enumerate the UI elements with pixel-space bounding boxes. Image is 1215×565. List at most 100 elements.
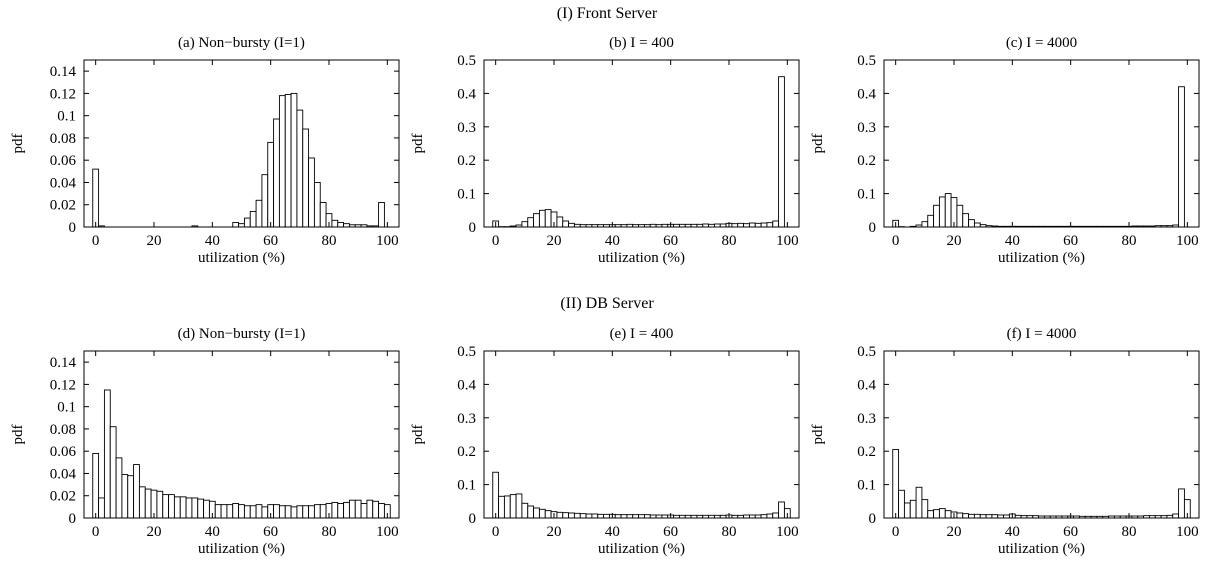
- bar-d-4: [103, 389, 111, 519]
- bar-e-42: [614, 514, 622, 519]
- y-tick-label-e-2: 0.2: [457, 444, 476, 460]
- bar-c-28: [973, 222, 981, 228]
- x-axis-label-c: utilization (%): [998, 250, 1085, 266]
- panel-a: (a) Non−bursty (I=1) 0 20 40 60 80 100 0 0.02 0.0…: [10, 35, 400, 266]
- bar-a-68: [290, 92, 298, 228]
- bar-c-26: [968, 219, 975, 228]
- bar-d-36: [197, 498, 205, 519]
- y-tick-label-d-4: 0.08: [50, 422, 76, 438]
- bar-b-18: [544, 209, 552, 228]
- y-tick-label-f-2: 0.2: [857, 444, 876, 460]
- panel-title-e: (e) I = 400: [610, 326, 674, 342]
- x-tick-label-b-60: 60: [663, 233, 678, 249]
- y-tick-label-f-3: 0.3: [857, 411, 876, 427]
- y-tick-label-a-2: 0.04: [50, 175, 77, 191]
- bar-f-6: [909, 499, 917, 519]
- bar-e-0: [492, 471, 500, 519]
- y-axis-label-b: pdf: [410, 134, 426, 154]
- bar-e-14: [533, 507, 540, 519]
- section-title-db-server: (II) DB Server: [560, 295, 654, 312]
- bar-c-24: [962, 213, 970, 228]
- bar-c-22: [956, 204, 964, 228]
- bar-b-14: [533, 213, 540, 228]
- bar-d-42: [214, 504, 222, 519]
- bar-b-86: [743, 223, 750, 228]
- panel-f: (f) I = 4000 0 20 40 60 80 100 0 0.1 0.2 0.3 0.4 0.5…: [810, 326, 1200, 557]
- bar-d-70: [296, 505, 304, 519]
- bar-e-22: [556, 511, 564, 519]
- plot-frame-b: [483, 59, 800, 228]
- bar-b-90: [754, 222, 762, 228]
- x-tick-label-b-80: 80: [722, 233, 737, 249]
- bar-d-82: [331, 501, 339, 519]
- bar-f-98: [1178, 488, 1185, 519]
- x-tick-label-b-20: 20: [547, 233, 562, 249]
- x-tick-label-b-0: 0: [492, 233, 500, 249]
- y-tick-label-a-7: 0.14: [50, 64, 77, 80]
- x-axis-label-b: utilization (%): [598, 250, 685, 266]
- bar-f-26: [968, 513, 975, 519]
- bar-f-24: [962, 513, 970, 519]
- x-tick-label-f-100: 100: [1176, 524, 1199, 540]
- bar-f-22: [956, 512, 964, 519]
- bar-d-52: [243, 505, 251, 519]
- bar-d-14: [133, 464, 140, 519]
- y-tick-label-b-2: 0.2: [457, 153, 476, 169]
- bar-d-18: [144, 488, 152, 519]
- bar-f-28: [973, 513, 981, 519]
- y-tick-label-c-1: 0.1: [857, 187, 876, 203]
- y-tick-label-b-1: 0.1: [457, 187, 476, 203]
- y-tick-label-f-0: 0: [869, 511, 877, 527]
- bar-d-50: [238, 504, 245, 519]
- x-tick-label-c-80: 80: [1122, 233, 1137, 249]
- y-tick-label-a-0: 0: [69, 220, 77, 236]
- bar-e-92: [760, 514, 768, 519]
- bar-d-48: [232, 503, 240, 519]
- bar-a-52: [243, 217, 251, 228]
- bar-d-64: [278, 505, 286, 519]
- y-tick-label-a-5: 0.1: [57, 109, 76, 125]
- y-tick-label-b-0: 0: [469, 220, 477, 236]
- bar-d-74: [308, 505, 315, 519]
- y-tick-label-d-3: 0.06: [50, 444, 77, 460]
- bar-d-12: [127, 475, 135, 519]
- x-tick-label-f-0: 0: [892, 524, 900, 540]
- y-tick-label-e-1: 0.1: [457, 478, 476, 494]
- bar-d-90: [354, 499, 362, 519]
- y-tick-label-c-4: 0.4: [857, 86, 876, 102]
- bar-d-98: [378, 503, 385, 519]
- bar-e-8: [515, 493, 523, 519]
- bar-d-76: [313, 504, 321, 519]
- x-axis-label-e: utilization (%): [598, 541, 685, 557]
- panel-title-c: (c) I = 4000: [1006, 35, 1077, 51]
- bar-e-50: [638, 514, 645, 519]
- y-tick-label-d-1: 0.02: [50, 489, 76, 505]
- bar-f-30: [979, 514, 987, 519]
- y-tick-label-f-1: 0.1: [857, 478, 876, 494]
- x-axis-label-a: utilization (%): [198, 250, 285, 266]
- bar-a-82: [331, 219, 339, 228]
- x-tick-label-e-20: 20: [547, 524, 562, 540]
- bar-e-2: [498, 495, 505, 519]
- bar-a-84: [337, 222, 345, 228]
- plot-frame-a: [83, 59, 400, 228]
- bar-d-56: [255, 504, 263, 519]
- y-tick-label-e-5: 0.5: [457, 344, 476, 360]
- bar-c-10: [921, 221, 929, 228]
- bar-e-30: [579, 513, 587, 519]
- bar-c-12: [927, 214, 935, 228]
- bar-d-84: [337, 503, 345, 519]
- x-tick-label-a-80: 80: [322, 233, 337, 249]
- bar-d-2: [98, 497, 105, 519]
- bar-d-46: [226, 504, 234, 519]
- y-tick-label-a-1: 0.02: [50, 198, 76, 214]
- bar-f-12: [927, 510, 935, 519]
- x-tick-label-c-40: 40: [1005, 233, 1020, 249]
- bar-d-94: [366, 499, 374, 519]
- x-tick-label-a-20: 20: [147, 233, 162, 249]
- bar-e-46: [626, 514, 634, 519]
- bar-e-94: [766, 513, 774, 519]
- plot-frame-c: [883, 59, 1200, 228]
- x-axis-label-f: utilization (%): [998, 541, 1085, 557]
- bar-d-0: [92, 452, 100, 519]
